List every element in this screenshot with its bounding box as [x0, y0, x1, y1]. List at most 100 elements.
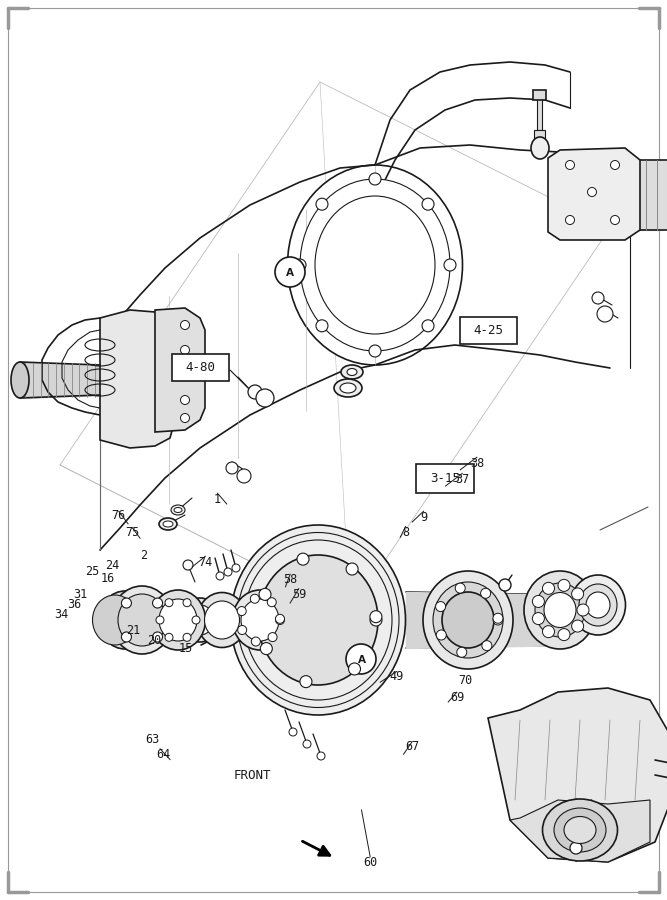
Circle shape — [165, 634, 173, 642]
Text: 75: 75 — [125, 526, 139, 539]
Circle shape — [532, 596, 544, 608]
Ellipse shape — [531, 137, 549, 159]
Circle shape — [481, 589, 491, 598]
Ellipse shape — [111, 586, 173, 654]
Circle shape — [348, 663, 360, 675]
Circle shape — [237, 469, 251, 483]
Circle shape — [256, 389, 274, 407]
Ellipse shape — [186, 605, 214, 635]
Circle shape — [267, 598, 276, 607]
Ellipse shape — [542, 799, 618, 861]
Ellipse shape — [544, 592, 576, 627]
Text: 15: 15 — [178, 642, 193, 654]
Circle shape — [493, 615, 503, 625]
Ellipse shape — [554, 808, 606, 852]
Text: 4-25: 4-25 — [474, 324, 504, 337]
Ellipse shape — [197, 592, 247, 647]
Circle shape — [316, 320, 328, 332]
Circle shape — [216, 572, 224, 580]
Text: A: A — [286, 267, 294, 278]
Text: 24: 24 — [105, 559, 119, 572]
Circle shape — [592, 292, 604, 304]
Ellipse shape — [11, 362, 29, 398]
Circle shape — [482, 641, 492, 651]
Polygon shape — [533, 90, 546, 100]
Text: 16: 16 — [101, 572, 115, 585]
Text: 3-15: 3-15 — [430, 472, 460, 485]
Circle shape — [610, 160, 620, 169]
Text: 37: 37 — [455, 473, 470, 486]
Polygon shape — [488, 688, 667, 862]
Ellipse shape — [535, 583, 585, 637]
Text: 58: 58 — [283, 573, 297, 586]
Text: 31: 31 — [73, 588, 87, 600]
Circle shape — [294, 259, 306, 271]
Circle shape — [436, 630, 446, 640]
Text: 25: 25 — [85, 565, 99, 578]
Text: 59: 59 — [291, 588, 306, 600]
Circle shape — [499, 579, 511, 591]
Bar — [172, 354, 229, 381]
Circle shape — [422, 198, 434, 211]
Circle shape — [224, 568, 232, 576]
Circle shape — [181, 395, 189, 404]
Circle shape — [181, 346, 189, 355]
Ellipse shape — [287, 165, 462, 365]
Circle shape — [444, 259, 456, 271]
Circle shape — [566, 160, 574, 169]
Circle shape — [153, 632, 163, 642]
Text: A: A — [358, 654, 366, 665]
Circle shape — [316, 198, 328, 211]
Text: 20: 20 — [147, 634, 162, 647]
Ellipse shape — [334, 379, 362, 397]
Circle shape — [121, 632, 131, 642]
Circle shape — [558, 628, 570, 641]
Circle shape — [275, 616, 285, 625]
Circle shape — [370, 614, 382, 626]
Text: 64: 64 — [156, 748, 171, 760]
Circle shape — [156, 616, 164, 624]
Ellipse shape — [579, 584, 617, 626]
Ellipse shape — [241, 599, 279, 641]
Circle shape — [370, 611, 382, 623]
Text: 2: 2 — [140, 549, 147, 562]
Circle shape — [570, 842, 582, 854]
Circle shape — [317, 752, 325, 760]
Circle shape — [558, 580, 570, 591]
Ellipse shape — [258, 555, 378, 685]
Text: 49: 49 — [390, 670, 404, 683]
Circle shape — [303, 740, 311, 748]
Ellipse shape — [564, 816, 596, 843]
Circle shape — [369, 345, 381, 357]
Circle shape — [183, 560, 193, 570]
Ellipse shape — [442, 592, 494, 648]
Circle shape — [268, 633, 277, 642]
Circle shape — [121, 598, 131, 608]
Text: 38: 38 — [470, 457, 484, 470]
Circle shape — [532, 613, 544, 625]
Circle shape — [260, 643, 272, 654]
Text: 67: 67 — [405, 741, 420, 753]
Circle shape — [597, 306, 613, 322]
Circle shape — [566, 215, 574, 224]
Ellipse shape — [570, 575, 626, 635]
Circle shape — [153, 598, 163, 608]
Ellipse shape — [99, 591, 151, 649]
Circle shape — [165, 598, 173, 607]
Ellipse shape — [159, 518, 177, 530]
Circle shape — [422, 320, 434, 332]
Text: 21: 21 — [126, 624, 141, 636]
Text: 8: 8 — [402, 526, 409, 539]
Circle shape — [369, 173, 381, 185]
Text: FRONT: FRONT — [233, 770, 271, 782]
Polygon shape — [100, 310, 175, 448]
Text: 34: 34 — [54, 608, 69, 621]
Ellipse shape — [300, 179, 450, 351]
Circle shape — [289, 728, 297, 736]
Bar — [460, 317, 517, 344]
Polygon shape — [537, 98, 542, 130]
Circle shape — [181, 320, 189, 329]
Ellipse shape — [174, 508, 182, 512]
Text: 4-80: 4-80 — [185, 361, 215, 374]
Ellipse shape — [341, 365, 363, 379]
